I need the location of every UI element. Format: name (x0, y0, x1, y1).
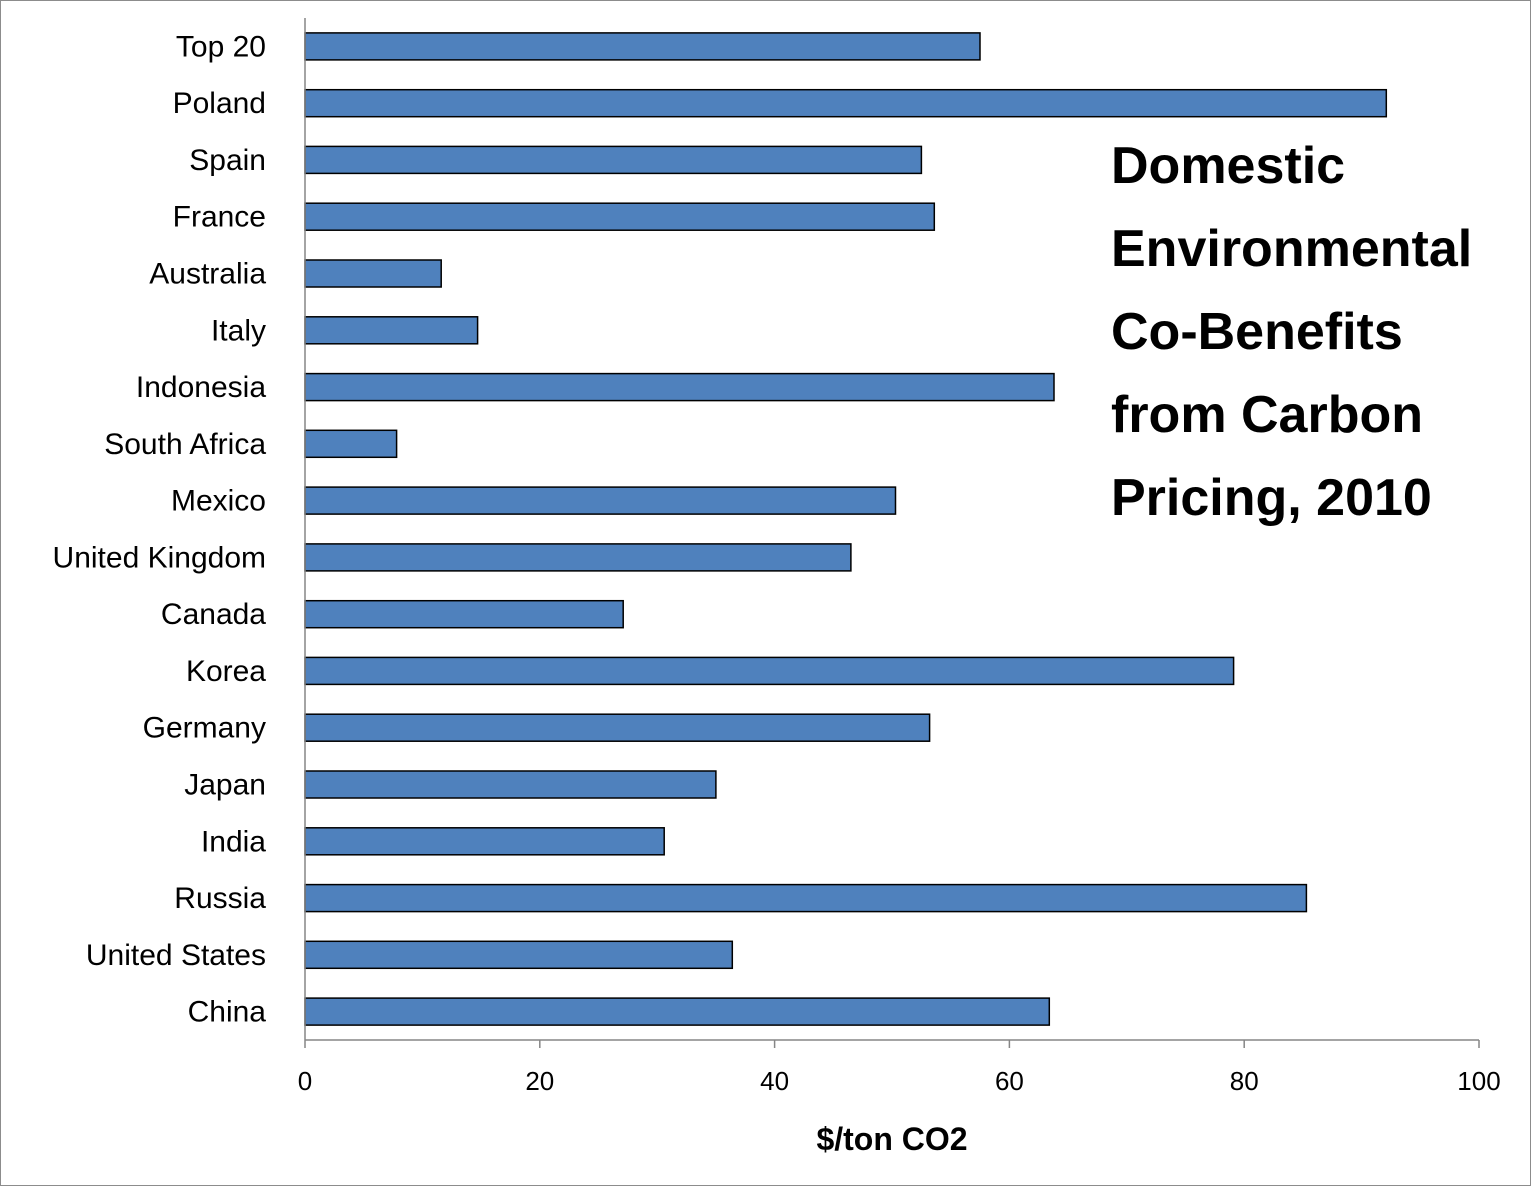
axes-layer (304, 18, 1480, 1048)
category-label: France (173, 201, 266, 234)
bar-china (304, 997, 1051, 1026)
chart-title-line: from Carbon (1111, 386, 1423, 444)
x-tick-label: 20 (525, 1066, 554, 1096)
bar-japan (304, 770, 717, 799)
category-label: South Africa (104, 428, 266, 461)
bar-germany (304, 713, 931, 742)
bar-south-africa (304, 429, 398, 459)
bar-top-20 (304, 32, 981, 61)
category-label: Indonesia (136, 371, 266, 404)
category-label: Top 20 (176, 30, 266, 63)
category-label: United States (86, 939, 266, 972)
category-label: Spain (189, 144, 266, 177)
bar-france (304, 202, 936, 231)
category-label: Mexico (171, 485, 266, 518)
x-tick-label: 40 (760, 1066, 789, 1096)
category-label: Australia (149, 258, 266, 291)
category-label: Canada (161, 598, 266, 631)
bar-poland (304, 88, 1388, 118)
category-label: Russia (174, 882, 266, 915)
x-tick-label: 60 (995, 1066, 1024, 1096)
category-label: Poland (173, 87, 266, 120)
bar-united-states (304, 940, 734, 970)
bar-indonesia (304, 372, 1055, 402)
bar-united-kingdom (304, 543, 852, 572)
bar-canada (304, 599, 624, 629)
category-label: Italy (211, 314, 266, 347)
chart-title-line: Environmental (1111, 220, 1472, 278)
bars-layer (304, 32, 1388, 1026)
bar-mexico (304, 486, 897, 515)
bar-russia (304, 883, 1308, 913)
bar-india (304, 827, 665, 856)
category-label: India (201, 825, 266, 858)
x-tick-label: 0 (298, 1066, 312, 1096)
x-axis-title: $/ton CO2 (816, 1121, 967, 1157)
chart-title-line: Domestic (1111, 137, 1345, 195)
x-tick-label: 80 (1230, 1066, 1259, 1096)
category-label: Germany (143, 712, 266, 745)
category-label: United Kingdom (53, 541, 266, 574)
bar-italy (304, 316, 479, 345)
category-label: China (188, 996, 267, 1029)
bar-korea (304, 656, 1235, 686)
category-label: Korea (186, 655, 266, 688)
x-tick-label: 100 (1457, 1066, 1500, 1096)
category-label: Japan (184, 769, 266, 802)
chart-title-line: Pricing, 2010 (1111, 469, 1432, 527)
bar-spain (304, 145, 923, 175)
chart-title: Domestic Environmental Co-Benefits from Car… (1111, 137, 1472, 527)
bar-australia (304, 259, 442, 288)
labels-layer: Top 20 Poland Spain France Australia Italy Ind… (53, 30, 1501, 1096)
chart-title-line: Co-Benefits (1111, 303, 1403, 361)
